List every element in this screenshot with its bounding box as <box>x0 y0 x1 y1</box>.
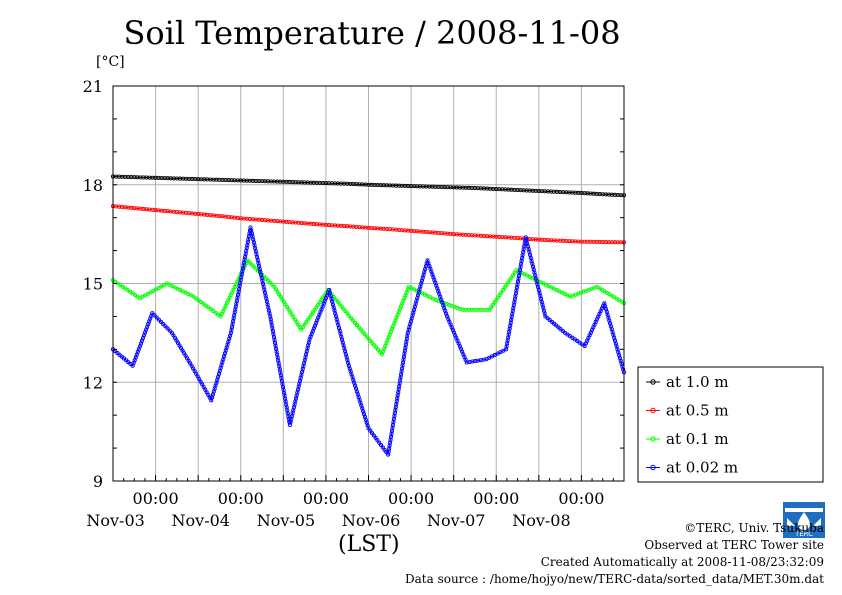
series-point <box>253 266 258 271</box>
x-tick-time: 00:00 <box>133 489 179 508</box>
legend-label: at 0.5 m <box>666 402 729 420</box>
x-tick-time: 00:00 <box>218 489 264 508</box>
series-point <box>268 280 273 285</box>
y-tick-label: 21 <box>83 77 103 96</box>
series-point <box>351 318 356 323</box>
x-tick-date: Nov-07 <box>427 511 485 530</box>
x-tick-date: Nov-08 <box>512 511 570 530</box>
series-point <box>341 306 346 311</box>
x-axis-label: (LST) <box>338 532 400 557</box>
series-2 <box>110 204 627 245</box>
series-point <box>345 311 350 316</box>
series-point <box>266 278 271 283</box>
x-tick-date: Nov-05 <box>257 511 315 530</box>
chart-title: Soil Temperature / 2008-11-08 <box>123 14 621 52</box>
series-point <box>337 302 342 307</box>
series-point <box>333 297 338 302</box>
series-layer <box>110 174 627 457</box>
series-point <box>161 322 166 327</box>
footer-source: Data source : /home/hojyo/new/TERC-data/… <box>405 572 824 586</box>
legend-label: at 0.1 m <box>666 430 729 448</box>
series-point <box>347 313 352 318</box>
x-tick-date: Nov-06 <box>342 511 400 530</box>
series-point <box>335 299 340 304</box>
y-tick-label: 12 <box>83 373 103 392</box>
y-tick-label: 9 <box>93 472 103 491</box>
y-axis-unit: [°C] <box>96 54 125 70</box>
legend-marker <box>650 436 656 442</box>
x-axis: 00:00 Nov-03 00:00 Nov-04 00:00 Nov-05 00:00 No… <box>86 475 625 530</box>
legend-box <box>637 366 824 483</box>
series-point <box>251 264 256 269</box>
y-axis: 9 12 15 18 21 <box>83 77 624 491</box>
series-point <box>167 328 172 333</box>
x-tick-date: Nov-03 <box>86 511 144 530</box>
footer-observed: Observed at TERC Tower site <box>644 538 824 552</box>
series-point <box>156 317 161 322</box>
series-point <box>150 311 155 316</box>
x-tick-time: 00:00 <box>303 489 349 508</box>
legend-marker <box>650 407 656 414</box>
series-point <box>339 304 344 309</box>
series-1 <box>110 174 627 198</box>
series-line <box>112 176 625 196</box>
series-point <box>343 309 348 314</box>
x-tick-date: Nov-04 <box>172 511 230 530</box>
series-point <box>264 276 269 281</box>
x-tick-time: 00:00 <box>388 489 434 508</box>
series-point <box>154 315 159 320</box>
logo-text: TERC <box>794 530 813 538</box>
footer-created: Created Automatically at 2008-11-08/23:3… <box>540 555 824 569</box>
series-point <box>152 313 157 318</box>
y-tick-label: 18 <box>83 176 103 195</box>
legend: at 1.0 m at 0.5 m at 0.1 m at 0.02 m <box>637 366 824 483</box>
series-point <box>270 282 275 287</box>
series-point <box>163 324 168 329</box>
series-point <box>158 319 164 324</box>
terc-logo: TERC <box>783 502 825 538</box>
legend-label: at 0.02 m <box>666 459 738 477</box>
series-point <box>349 316 354 321</box>
x-tick-time: 00:00 <box>473 489 519 508</box>
series-point <box>247 260 252 265</box>
series-point <box>249 262 254 267</box>
legend-label: at 1.0 m <box>666 373 729 391</box>
footer-copyright: ©TERC, Univ. Tsukuba <box>684 521 824 535</box>
series-line <box>112 205 625 243</box>
series-point <box>165 326 170 331</box>
legend-marker <box>650 464 656 471</box>
series-4 <box>110 225 627 457</box>
x-tick-time: 00:00 <box>558 489 604 508</box>
y-tick-label: 15 <box>83 275 103 294</box>
legend-marker <box>650 379 656 385</box>
